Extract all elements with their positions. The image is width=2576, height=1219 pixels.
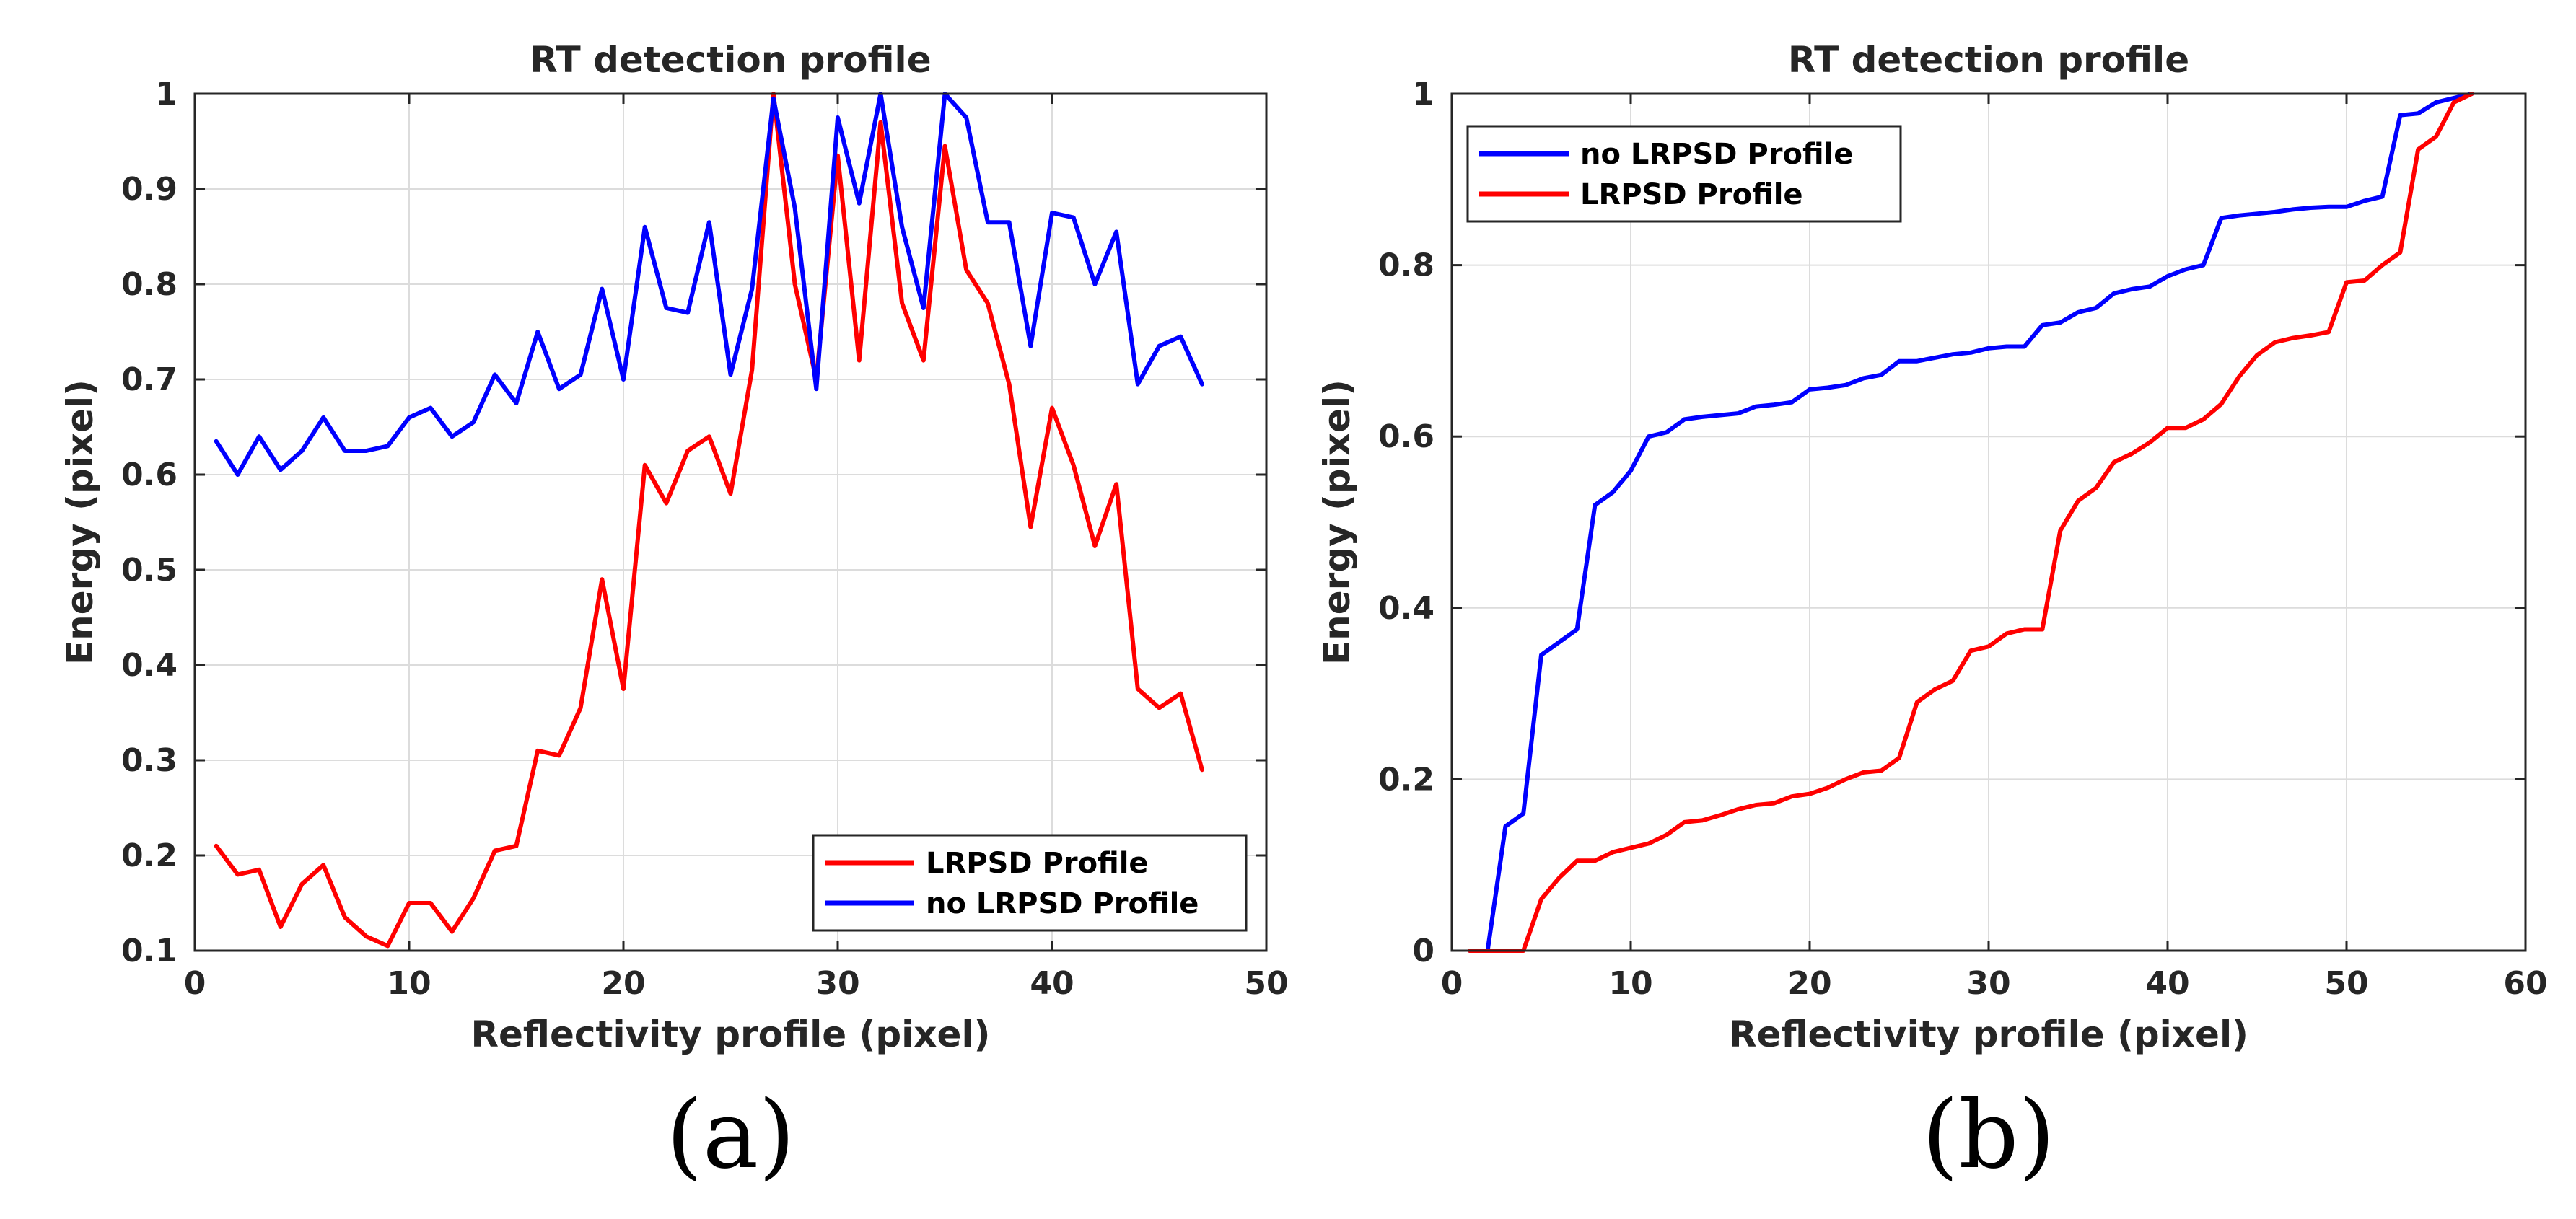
chart-title-b: RT detection profile xyxy=(1788,39,2189,81)
y-tick-label-a-8: 0.9 xyxy=(121,171,178,208)
series-line-b-no-lrpsd-profile xyxy=(1467,92,2474,953)
y-tick-label-b-1: 0.2 xyxy=(1378,761,1434,798)
series-line-a-lrpsd-profile xyxy=(214,92,1204,949)
x-tick-label-a-0: 0 xyxy=(184,965,206,1002)
y-tick-label-a-3: 0.4 xyxy=(121,647,178,684)
series-line-b-lrpsd-profile xyxy=(1467,92,2474,953)
legend-label-b-0: no LRPSD Profile xyxy=(1580,138,1853,171)
y-axis-label-b: Energy (pixel) xyxy=(1316,379,1358,665)
y-tick-label-a-7: 0.8 xyxy=(121,266,178,303)
chart-title-a: RT detection profile xyxy=(530,39,931,81)
panel-label-a: (a) xyxy=(666,1080,795,1189)
x-tick-label-b-5: 50 xyxy=(2324,965,2368,1002)
x-tick-label-b-4: 40 xyxy=(2145,965,2189,1002)
chart-a: 0 10 20 30 40 500.10.20.30.40.50.60.70.80.91 … xyxy=(59,39,1289,1189)
y-tick-label-a-1: 0.2 xyxy=(121,837,178,874)
legend-box-b xyxy=(1466,125,1902,223)
legend-label-a-0: LRPSD Profile xyxy=(926,847,1149,880)
y-tick-label-a-2: 0.3 xyxy=(121,742,178,779)
legend-a: LRPSD Profile no LRPSD Profile xyxy=(812,834,1248,932)
x-tick-label-b-1: 10 xyxy=(1608,965,1652,1002)
y-axis-label-a: Energy (pixel) xyxy=(59,379,101,665)
series-line-a-no-lrpsd-profile xyxy=(214,92,1204,477)
y-tick-label-b-5: 1 xyxy=(1412,76,1434,113)
x-tick-label-a-4: 40 xyxy=(1030,965,1074,1002)
y-tick-label-a-6: 0.7 xyxy=(121,361,178,398)
y-tick-label-a-4: 0.5 xyxy=(121,552,178,589)
y-tick-label-b-0: 0 xyxy=(1412,933,1434,969)
chart-b: 0 10 20 30 40 50 60 0 0.2 0.4 0.6 0.8 1 RT detection… xyxy=(1316,39,2548,1189)
x-axis-label-a: Reflectivity profile (pixel) xyxy=(471,1013,991,1055)
x-axis-label-b: Reflectivity profile (pixel) xyxy=(1729,1013,2248,1055)
y-tick-label-a-0: 0.1 xyxy=(121,933,178,969)
x-tick-label-a-3: 30 xyxy=(815,965,859,1002)
x-tick-label-a-2: 20 xyxy=(601,965,645,1002)
legend-label-b-1: LRPSD Profile xyxy=(1580,178,1803,211)
panel-label-b: (b) xyxy=(1922,1080,2056,1189)
x-tick-label-b-3: 30 xyxy=(1966,965,2010,1002)
y-tick-label-b-2: 0.4 xyxy=(1378,590,1434,627)
x-tick-label-a-1: 10 xyxy=(387,965,431,1002)
x-tick-label-b-6: 60 xyxy=(2503,965,2547,1002)
legend-b: no LRPSD Profile LRPSD Profile xyxy=(1466,125,1902,223)
y-tick-label-a-5: 0.6 xyxy=(121,457,178,493)
x-tick-label-b-2: 20 xyxy=(1787,965,1831,1002)
legend-box-a xyxy=(812,834,1248,932)
y-tick-label-b-3: 0.6 xyxy=(1378,418,1434,455)
legend-label-a-1: no LRPSD Profile xyxy=(926,887,1199,920)
x-tick-label-a-5: 50 xyxy=(1244,965,1288,1002)
y-tick-label-a-9: 1 xyxy=(155,76,178,113)
y-tick-label-b-4: 0.8 xyxy=(1378,247,1434,284)
x-tick-label-b-0: 0 xyxy=(1441,965,1463,1002)
axes-frame-a xyxy=(193,92,1268,952)
